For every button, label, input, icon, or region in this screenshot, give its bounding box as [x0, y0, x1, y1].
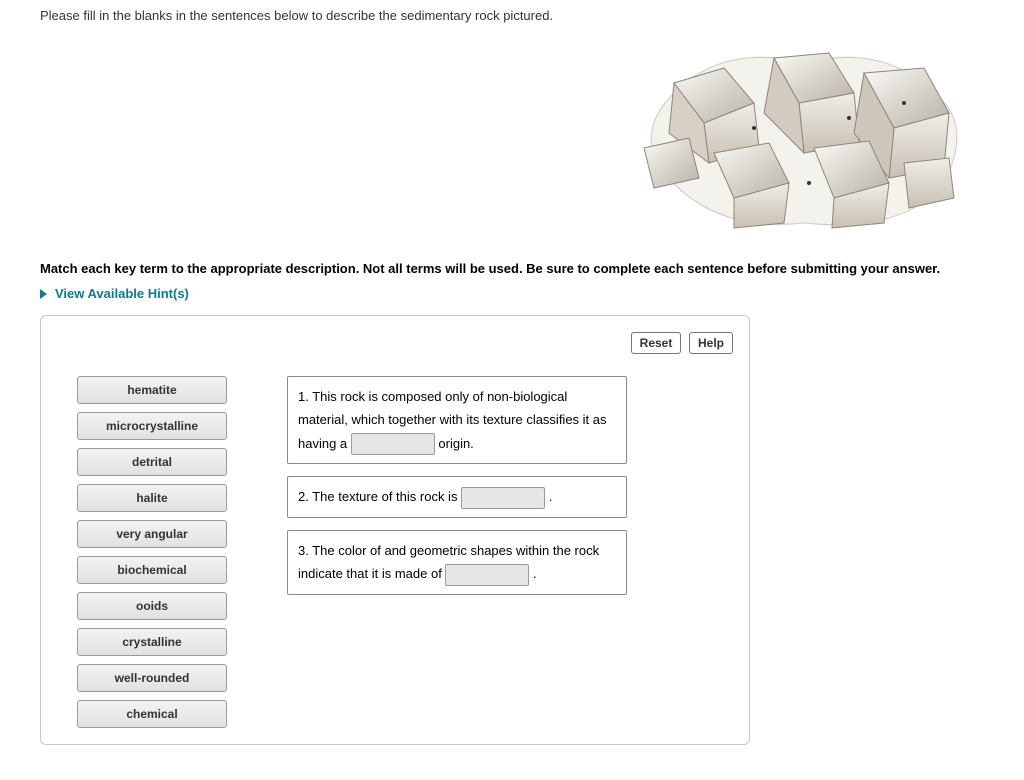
- term-item[interactable]: hematite: [77, 376, 227, 404]
- question-prompt: Please fill in the blanks in the sentenc…: [40, 8, 984, 23]
- chevron-right-icon: [40, 289, 47, 299]
- sentence-1: 1. This rock is composed only of non-bio…: [287, 376, 627, 464]
- term-item[interactable]: well-rounded: [77, 664, 227, 692]
- term-item[interactable]: crystalline: [77, 628, 227, 656]
- match-instruction: Match each key term to the appropriate d…: [40, 261, 984, 276]
- sentence-2: 2. The texture of this rock is .: [287, 476, 627, 518]
- term-item[interactable]: microcrystalline: [77, 412, 227, 440]
- drop-target[interactable]: [445, 564, 529, 586]
- term-item[interactable]: very angular: [77, 520, 227, 548]
- term-bank: hematite microcrystalline detrital halit…: [77, 376, 227, 728]
- sentence-targets: 1. This rock is composed only of non-bio…: [287, 376, 627, 595]
- matching-panel: Reset Help hematite microcrystalline det…: [40, 315, 750, 745]
- hints-label: View Available Hint(s): [55, 286, 189, 301]
- sentence-text: .: [549, 489, 553, 504]
- term-item[interactable]: halite: [77, 484, 227, 512]
- rock-image: [604, 33, 984, 243]
- sentence-text: 2. The texture of this rock is: [298, 489, 461, 504]
- sentence-3: 3. The color of and geometric shapes wit…: [287, 530, 627, 595]
- sentence-text: .: [533, 566, 537, 581]
- view-hints-toggle[interactable]: View Available Hint(s): [40, 286, 189, 301]
- term-item[interactable]: detrital: [77, 448, 227, 476]
- sentence-text: origin.: [438, 436, 473, 451]
- drop-target[interactable]: [461, 487, 545, 509]
- reset-button[interactable]: Reset: [631, 332, 682, 354]
- drop-target[interactable]: [351, 433, 435, 455]
- term-item[interactable]: biochemical: [77, 556, 227, 584]
- term-item[interactable]: ooids: [77, 592, 227, 620]
- help-button[interactable]: Help: [689, 332, 733, 354]
- term-item[interactable]: chemical: [77, 700, 227, 728]
